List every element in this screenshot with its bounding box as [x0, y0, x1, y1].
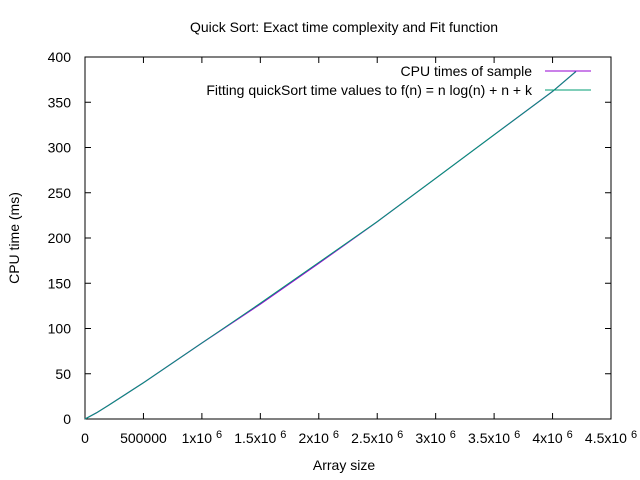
- y-tick-label: 150: [48, 275, 72, 291]
- series-line-fit: [84, 71, 577, 420]
- x-tick-label: 1.5x10 6: [234, 429, 286, 446]
- y-tick-label: 100: [48, 321, 72, 337]
- x-tick-label-exponent: 6: [280, 429, 286, 441]
- chart-title: Quick Sort: Exact time complexity and Fi…: [190, 19, 498, 35]
- x-tick-label-base: 3.5x10: [468, 430, 510, 446]
- x-tick-label-base: 1.5x10: [234, 430, 276, 446]
- y-axis-label: CPU time (ms): [6, 192, 22, 284]
- x-tick-label-exponent: 6: [333, 429, 339, 441]
- x-axis-label: Array size: [313, 457, 375, 473]
- x-tick-label-base: 4x10: [532, 430, 563, 446]
- x-tick-label: 500000: [120, 430, 167, 446]
- y-tick-label: 350: [48, 94, 72, 110]
- x-tick-label-base: 500000: [120, 430, 167, 446]
- x-tick-label-base: 3x10: [415, 430, 446, 446]
- x-tick-label-exponent: 6: [631, 429, 637, 441]
- x-tick-label-exponent: 6: [450, 429, 456, 441]
- y-tick-label: 50: [55, 366, 71, 382]
- y-tick-label: 200: [48, 230, 72, 246]
- x-tick-label: 0: [81, 430, 89, 446]
- x-tick-label: 3.5x10 6: [468, 429, 520, 446]
- x-axis-ticks: 0 500000 1x10 6 1.5x10 6 2x10 6 2.5x10 6 3x10 6 3.5x…: [81, 57, 637, 446]
- legend-entry-fit: Fitting quickSort time values to f(n) = …: [206, 82, 533, 98]
- x-tick-label-exponent: 6: [567, 429, 573, 441]
- x-tick-label-exponent: 6: [514, 429, 520, 441]
- x-tick-label-base: 0: [81, 430, 89, 446]
- x-tick-label-exponent: 6: [397, 429, 403, 441]
- x-tick-label-base: 2.5x10: [351, 430, 393, 446]
- legend: CPU times of sample Fitting quickSort ti…: [206, 63, 591, 98]
- series-line-cpu-times: [84, 71, 577, 420]
- x-tick-label: 3x10 6: [415, 429, 455, 446]
- y-axis-ticks: 0 50 100 150 200 250 300 350 400: [48, 49, 611, 427]
- x-tick-label-base: 4.5x10: [585, 430, 627, 446]
- plot-frame: [84, 56, 612, 420]
- x-tick-label-base: 2x10: [299, 430, 330, 446]
- x-tick-label: 2x10 6: [299, 429, 339, 446]
- series-layer: [84, 71, 577, 420]
- y-tick-label: 400: [48, 49, 72, 65]
- legend-entry-cpu-times: CPU times of sample: [401, 63, 533, 79]
- x-tick-label: 4.5x10 6: [585, 429, 637, 446]
- x-tick-label: 2.5x10 6: [351, 429, 403, 446]
- x-tick-label: 1x10 6: [182, 429, 222, 446]
- x-tick-label-base: 1x10: [182, 430, 213, 446]
- x-tick-label: 4x10 6: [532, 429, 572, 446]
- x-tick-label-exponent: 6: [216, 429, 222, 441]
- y-tick-label: 250: [48, 185, 72, 201]
- y-tick-label: 300: [48, 140, 72, 156]
- y-tick-label: 0: [63, 411, 71, 427]
